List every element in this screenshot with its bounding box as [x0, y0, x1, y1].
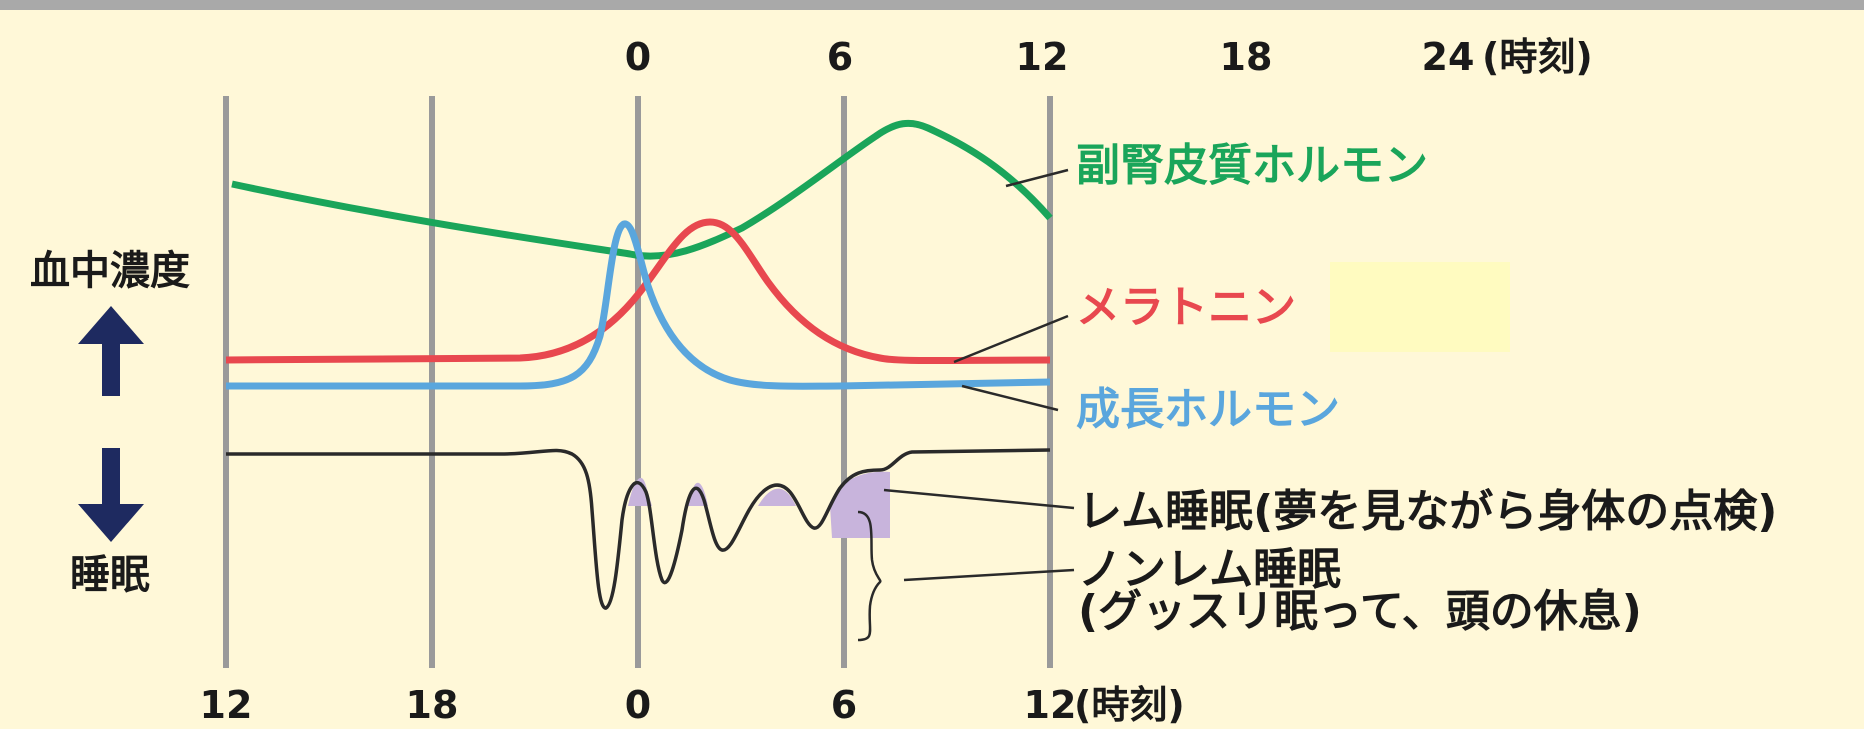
- cortisol-label: 副腎皮質ホルモン: [1076, 140, 1428, 191]
- highlight-box: [1330, 262, 1510, 352]
- rem-sleep-fill: [628, 471, 890, 538]
- sleep-stage-curve: [226, 448, 1051, 610]
- rem-leader: [883, 488, 1075, 510]
- nonrem-sublabel: (グッスリ眠って、頭の休息): [1078, 586, 1642, 637]
- gridlines: [223, 96, 1053, 668]
- growth-hormone-label: 成長ホルモン: [1076, 384, 1340, 435]
- top-tick-24: 24: [1422, 35, 1475, 79]
- down-arrow-icon: [78, 448, 144, 542]
- melatonin-curve: [225, 218, 1051, 364]
- melatonin-label: メラトニン: [1076, 282, 1296, 333]
- top-tick-18: 18: [1220, 35, 1273, 79]
- up-arrow-icon: [78, 306, 144, 396]
- cortisol-curve: [231, 119, 1053, 260]
- top-axis-unit: (時刻): [1482, 35, 1593, 79]
- bottom-tick-12b: 12: [1024, 683, 1077, 727]
- leader-lines: [857, 168, 1075, 642]
- rem-label: レム睡眠(夢を見ながら身体の点検): [1078, 486, 1777, 537]
- sleep-label: 睡眠: [70, 552, 150, 598]
- melatonin-leader: [953, 314, 1069, 364]
- top-tick-12: 12: [1016, 35, 1069, 79]
- concentration-label: 血中濃度: [30, 248, 190, 294]
- top-border: [0, 0, 1864, 10]
- top-tick-0: 0: [625, 35, 651, 79]
- nonrem-label: ノンレム睡眠: [1078, 544, 1341, 595]
- top-tick-6: 6: [827, 35, 853, 79]
- bottom-axis-unit: (時刻): [1074, 683, 1185, 727]
- bottom-tick-0: 0: [625, 683, 651, 727]
- bottom-tick-12a: 12: [200, 683, 253, 727]
- bottom-tick-18: 18: [406, 683, 459, 727]
- growth-hormone-leader: [961, 384, 1059, 412]
- nonrem-brace: [857, 510, 882, 642]
- cortisol-leader: [1005, 168, 1069, 188]
- growth-hormone-curve: [226, 220, 1051, 390]
- nonrem-leader: [903, 568, 1075, 582]
- bottom-tick-6: 6: [831, 683, 857, 727]
